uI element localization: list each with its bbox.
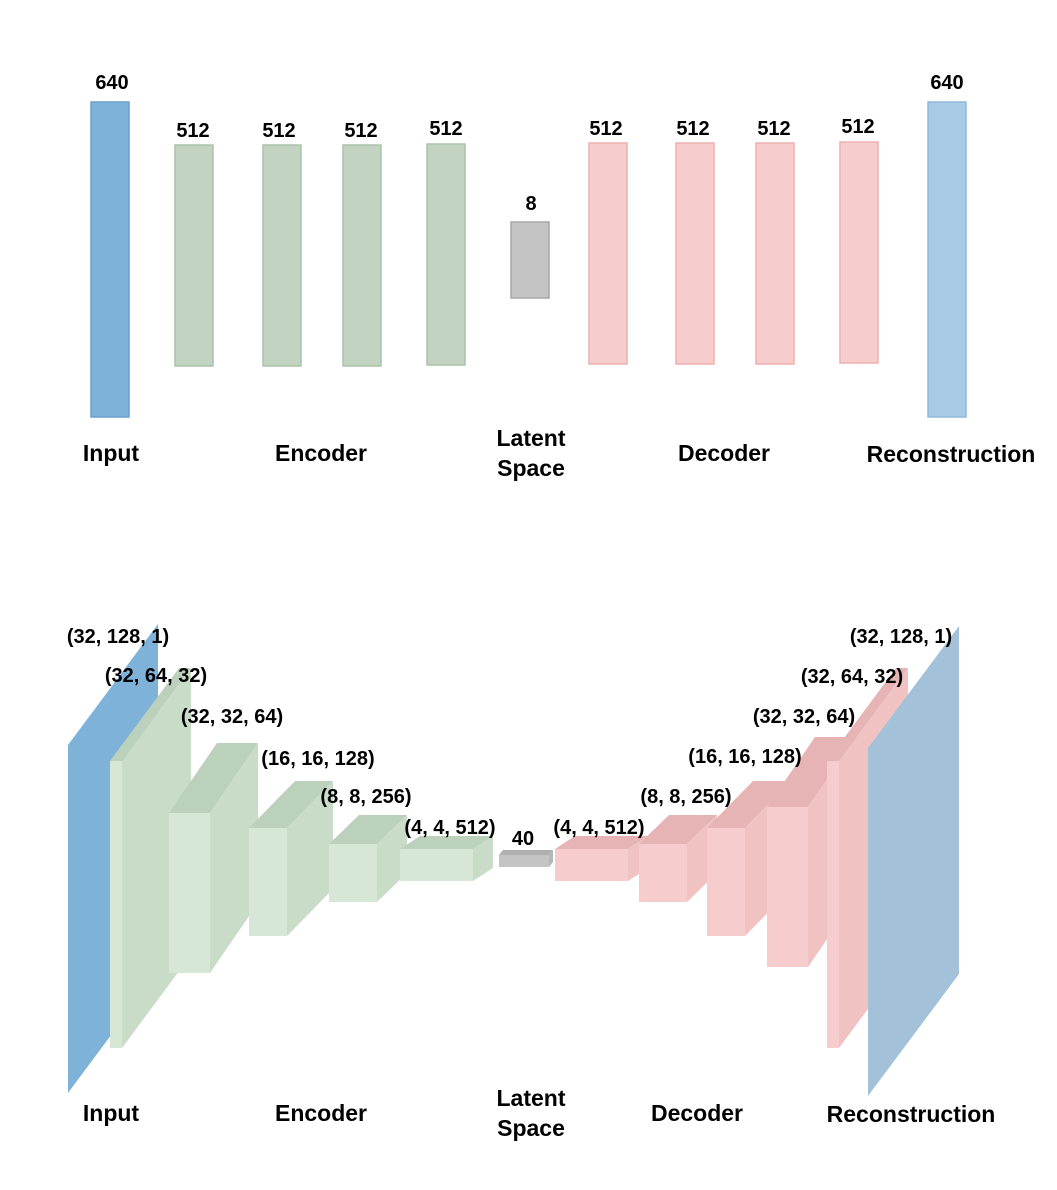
dense-encoder-layer-2 [262,144,302,367]
conv-block-front-face [639,844,687,902]
conv-section-encoder: Encoder [275,1100,367,1126]
conv-section-latent-line1: Latent [497,1085,566,1111]
conv-section-latent-line2: Space [497,1115,565,1141]
dense-decoder-layer-2 [675,142,715,365]
dense-size-label: 512 [429,118,462,140]
dense-size-label: 640 [930,72,963,94]
conv-block-front-face [767,807,808,967]
conv-section-input: Input [83,1100,140,1126]
conv-block-front-face [249,828,287,936]
conv-shape-label: (16, 16, 128) [261,748,374,770]
dense-encoder-layer-1 [174,144,214,367]
conv-encoder-block-4 [329,815,407,902]
dense-latent-layer [510,221,550,299]
conv-shape-label: (16, 16, 128) [688,746,801,768]
dense-size-label: 512 [262,120,295,142]
conv-autoencoder: (32, 128, 1) (32, 64, 32) (32, 32, 64) (… [67,624,995,1141]
conv-block-top-face [329,815,407,844]
conv-block-front-face [707,828,745,936]
conv-block-top-face [169,743,258,813]
conv-shape-label: (32, 64, 32) [801,666,903,688]
conv-shape-label: (8, 8, 256) [320,786,411,808]
conv-block-top-face [249,781,333,828]
conv-encoder-block-2 [169,743,258,973]
dense-input-layer [90,101,130,418]
conv-shape-label: (32, 32, 64) [181,706,283,728]
conv-block-top-face [707,781,791,828]
conv-block-top-face [827,668,908,761]
dense-section-decoder: Decoder [678,440,770,466]
conv-encoder-block-3 [249,781,333,936]
conv-block-side-face [377,815,407,902]
conv-block-top-face [400,836,493,849]
conv-latent-block [499,850,553,867]
dense-section-encoder: Encoder [275,440,367,466]
conv-shape-label: (32, 64, 32) [105,665,207,687]
dense-encoder-layer-3 [342,144,382,367]
conv-latent-front-face [499,855,549,867]
conv-block-side-face [473,836,493,881]
dense-size-label: 640 [95,72,128,94]
dense-size-label: 8 [525,193,536,215]
conv-encoder-block-5 [400,836,493,881]
dense-section-reconstruction: Reconstruction [867,441,1036,467]
conv-latent-side-face [549,850,553,867]
conv-latent-top-face [499,850,553,855]
dense-section-latent-line1: Latent [497,425,566,451]
conv-block-side-face [287,781,333,936]
conv-shape-label: (32, 32, 64) [753,706,855,728]
dense-encoder-layer-4 [426,143,466,366]
dense-section-input: Input [83,440,140,466]
conv-decoder-block-2 [639,815,717,902]
conv-block-top-face [639,815,717,844]
dense-reconstruction-layer [927,101,967,418]
conv-block-front-face [827,761,839,1048]
conv-block-front-face [169,813,210,973]
conv-reconstruction-slab [868,626,959,1096]
conv-block-side-face [210,743,258,973]
dense-decoder-layer-1 [588,142,628,365]
conv-shape-label: (32, 128, 1) [850,626,952,648]
dense-size-label: 512 [841,116,874,138]
conv-latent-size-label: 40 [512,828,534,850]
conv-section-reconstruction: Reconstruction [827,1101,996,1127]
conv-block-top-face [110,668,191,761]
dense-size-label: 512 [589,118,622,140]
conv-block-front-face [329,844,377,902]
conv-decoder-block-1 [555,836,648,881]
conv-shape-label: (8, 8, 256) [640,786,731,808]
dense-size-label: 512 [757,118,790,140]
conv-shape-label: (4, 4, 512) [553,817,644,839]
conv-section-decoder: Decoder [651,1100,743,1126]
dense-decoder-layer-4 [839,141,879,364]
conv-block-top-face [555,836,648,849]
conv-block-front-face [400,849,473,881]
dense-size-label: 512 [176,120,209,142]
dense-section-latent-line2: Space [497,455,565,481]
conv-shape-label: (32, 128, 1) [67,626,169,648]
dense-autoencoder: 640 512 512 512 512 8 512 512 512 512 64… [83,72,1035,481]
conv-block-front-face [110,761,122,1048]
conv-shape-label: (4, 4, 512) [404,817,495,839]
dense-size-label: 512 [344,120,377,142]
conv-block-front-face [555,849,628,881]
dense-decoder-layer-3 [755,142,795,365]
dense-size-label: 512 [676,118,709,140]
